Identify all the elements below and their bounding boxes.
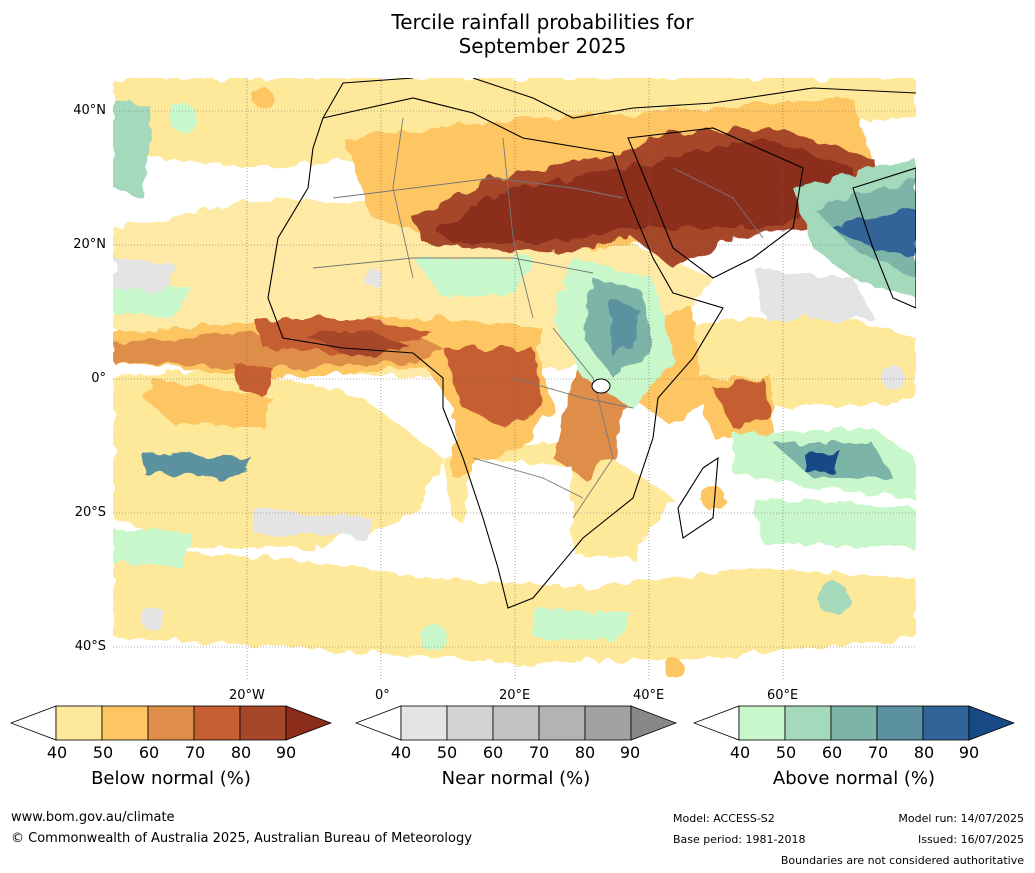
colorbar-segment (55, 705, 103, 741)
near-tick-50: 50 (436, 743, 458, 762)
model-run-date: Model run: 14/07/2025 (898, 812, 1024, 825)
colorbar-right-extension (630, 705, 677, 741)
below-tick-70: 70 (184, 743, 206, 762)
colorbar-segment (400, 705, 448, 741)
lat-label-20s: 20°S (74, 505, 106, 520)
lat-label-0: 0° (91, 371, 106, 386)
coastlines (267, 78, 916, 609)
colorbar-left-extension (355, 705, 402, 741)
below-tick-40: 40 (46, 743, 68, 762)
colorbar-segment (492, 705, 540, 741)
colorbar-segment (446, 705, 494, 741)
website-url: www.bom.gov.au/climate (11, 810, 175, 825)
lon-label-0: 0° (375, 688, 390, 703)
lon-label-40e: 40°E (633, 688, 665, 703)
issued-date: Issued: 16/07/2025 (917, 833, 1024, 846)
colorbar-below-normal (10, 705, 332, 741)
map-title: Tercile rainfall probabilities for Septe… (0, 10, 1035, 58)
lat-label-20n: 20°N (73, 237, 106, 252)
colorbar-segment (584, 705, 632, 741)
rainfall-probability-map (113, 78, 916, 681)
colorbar-segment (538, 705, 586, 741)
country-borders (312, 117, 764, 519)
title-line-1: Tercile rainfall probabilities for (391, 10, 694, 34)
below-tick-80: 80 (230, 743, 252, 762)
lat-label-40n: 40°N (73, 103, 106, 118)
colorbar-segment (147, 705, 195, 741)
colorbar-near-segments (355, 705, 677, 741)
colorbar-right-extension (285, 705, 332, 741)
above-tick-50: 50 (775, 743, 797, 762)
colorbar-segment (101, 705, 149, 741)
near-tick-80: 80 (574, 743, 596, 762)
colorbar-segment (830, 705, 878, 741)
lake-victoria (591, 378, 611, 394)
colorbar-below-label: Below normal (%) (91, 768, 251, 789)
boundary-disclaimer: Boundaries are not considered authoritat… (780, 854, 1024, 867)
colorbar-above-label: Above normal (%) (772, 768, 936, 789)
map-canvas (113, 78, 916, 681)
above-tick-60: 60 (821, 743, 843, 762)
colorbar-segment (193, 705, 241, 741)
europe-coastline (322, 78, 916, 119)
colorbar-above-segments (693, 705, 1015, 741)
below-tick-60: 60 (138, 743, 160, 762)
arabia-coastline (627, 127, 804, 279)
africa-coastline (267, 97, 724, 609)
above-tick-70: 70 (867, 743, 889, 762)
colorbar-segment (784, 705, 832, 741)
copyright-text: © Commonwealth of Australia 2025, Austra… (11, 831, 472, 846)
below-tick-90: 90 (275, 743, 297, 762)
near-tick-70: 70 (528, 743, 550, 762)
colorbar-segment (738, 705, 786, 741)
lon-label-60e: 60°E (767, 688, 799, 703)
colorbar-segment (876, 705, 924, 741)
near-tick-90: 90 (619, 743, 641, 762)
lon-label-20w: 20°W (229, 688, 265, 703)
lat-label-40s: 40°S (74, 639, 106, 654)
colorbar-above-normal (693, 705, 1015, 741)
base-period: Base period: 1981-2018 (673, 833, 806, 846)
below-tick-50: 50 (92, 743, 114, 762)
colorbar-left-extension (10, 705, 57, 741)
india-coastline (852, 167, 916, 309)
graticule (113, 78, 916, 681)
near-tick-60: 60 (482, 743, 504, 762)
lon-label-20e: 20°E (499, 688, 531, 703)
above-tick-90: 90 (958, 743, 980, 762)
colorbar-left-extension (693, 705, 740, 741)
colorbar-segment (922, 705, 970, 741)
colorbar-segment (239, 705, 287, 741)
above-tick-40: 40 (729, 743, 751, 762)
near-tick-40: 40 (390, 743, 412, 762)
colorbar-near-label: Near normal (%) (441, 768, 591, 789)
colorbar-right-extension (968, 705, 1015, 741)
madagascar-coastline (677, 456, 719, 539)
colorbar-below-segments (10, 705, 332, 741)
title-line-2: September 2025 (458, 34, 627, 58)
model-name: Model: ACCESS-S2 (673, 812, 775, 825)
above-tick-80: 80 (913, 743, 935, 762)
colorbar-near-normal (355, 705, 677, 741)
